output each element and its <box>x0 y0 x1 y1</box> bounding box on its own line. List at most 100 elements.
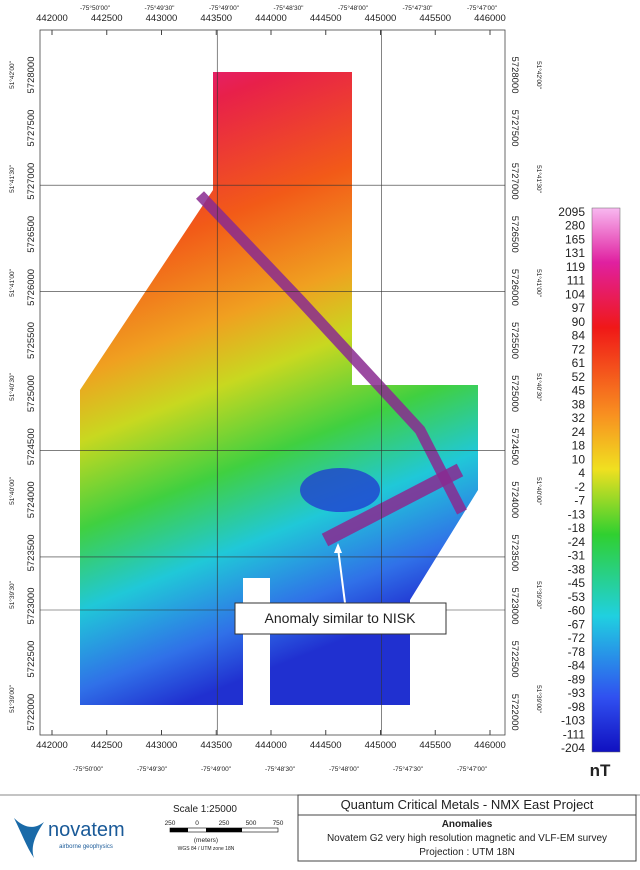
colorbar-label: 97 <box>572 301 586 315</box>
projection: Projection : UTM 18N <box>419 847 515 858</box>
northing-label: 5723500 <box>509 534 520 571</box>
northing-label: 5722500 <box>26 641 37 678</box>
longitude-label: -75°47'30" <box>393 765 424 773</box>
colorbar-unit: nT <box>590 761 611 780</box>
colorbar-label: -13 <box>568 507 586 521</box>
easting-label: 442500 <box>91 13 123 24</box>
easting-label: 444000 <box>255 740 287 751</box>
latitude-label: 51°41'00" <box>8 268 16 297</box>
scale-unit: (meters) <box>194 837 218 844</box>
northing-label: 5726000 <box>509 269 520 306</box>
colorbar-label: 84 <box>572 329 586 343</box>
logo-icon <box>14 818 44 858</box>
northing-label: 5727500 <box>509 110 520 147</box>
latitude-label: 51°41'30" <box>535 165 543 194</box>
longitude-label: -75°47'30" <box>402 4 433 12</box>
colorbar-label: -53 <box>568 590 586 604</box>
colorbar-label: -60 <box>568 604 586 618</box>
latitude-label: 51°39'30" <box>535 581 543 610</box>
colorbar-label: -38 <box>568 562 586 576</box>
latitude-label: 51°40'30" <box>535 373 543 402</box>
dyke <box>196 191 467 515</box>
easting-label: 442000 <box>36 740 68 751</box>
scale-tick: 250 <box>219 820 230 827</box>
longitude-label: -75°47'00" <box>457 765 488 773</box>
colorbar-label: 24 <box>572 425 586 439</box>
scale-tick: 0 <box>195 820 199 827</box>
longitude-label: -75°49'00" <box>201 765 232 773</box>
northing-label: 5723500 <box>26 534 37 571</box>
colorbar-label: -204 <box>561 741 585 755</box>
easting-label: 444500 <box>310 13 342 24</box>
easting-label: 445500 <box>419 13 451 24</box>
easting-label: 442500 <box>91 740 123 751</box>
colorbar-label: -103 <box>561 714 585 728</box>
easting-label: 445500 <box>419 740 451 751</box>
map-frame <box>39 29 506 736</box>
northing-label: 5724000 <box>509 481 520 518</box>
colorbar-label: 72 <box>572 342 586 356</box>
title: Quantum Critical Metals - NMX East Proje… <box>341 797 594 812</box>
northing-label: 5725500 <box>26 322 37 359</box>
colorbar-label: 52 <box>572 370 586 384</box>
colorbar-label: 2095 <box>558 205 585 219</box>
northing-label: 5725000 <box>26 375 37 412</box>
subtitle: Anomalies <box>442 819 493 830</box>
latitude-label: 51°39'30" <box>8 580 16 609</box>
colorbar-label: 104 <box>565 287 585 301</box>
easting-label: 444500 <box>310 740 342 751</box>
colorbar-label: 131 <box>565 246 585 260</box>
longitude-label: -75°49'00" <box>209 4 240 12</box>
colorbar <box>591 207 621 753</box>
colorbar-label: -93 <box>568 686 586 700</box>
easting-label: 442000 <box>36 13 68 24</box>
colorbar-label: 111 <box>567 274 586 288</box>
colorbar-label: -78 <box>568 645 586 659</box>
annotation-arrow <box>337 547 346 604</box>
northing-label: 5724500 <box>26 428 37 465</box>
easting-label: 444000 <box>255 13 287 24</box>
scale-seg <box>170 828 188 832</box>
northing-label: 5727000 <box>26 163 37 200</box>
colorbar-label: -89 <box>568 672 586 686</box>
colorbar-label: -98 <box>568 700 586 714</box>
scale-tick: 250 <box>165 820 176 827</box>
easting-label: 445000 <box>365 740 397 751</box>
northing-label: 5723000 <box>509 588 520 625</box>
easting-label: 446000 <box>474 13 506 24</box>
longitude-label: -75°50'00" <box>80 4 111 12</box>
colorbar-label: 32 <box>572 411 586 425</box>
low-zone <box>300 468 380 512</box>
annotation: Anomaly similar to NISK <box>265 610 417 626</box>
colorbar-label: -84 <box>568 659 586 673</box>
annotation-arrowhead <box>334 543 342 553</box>
longitude-label: -75°49'30" <box>144 4 175 12</box>
latitude-label: 51°39'00" <box>8 684 16 713</box>
easting-label: 443500 <box>200 740 232 751</box>
longitude-label: -75°49'30" <box>137 765 168 773</box>
northing-label: 5725000 <box>509 375 520 412</box>
northing-label: 5723000 <box>26 588 37 625</box>
easting-label: 443000 <box>146 740 178 751</box>
longitude-label: -75°48'00" <box>338 4 369 12</box>
northing-label: 5727500 <box>26 110 37 147</box>
colorbar-label: -18 <box>568 521 586 535</box>
anomaly-body <box>321 463 464 547</box>
colorbar-label: -72 <box>568 631 586 645</box>
longitude-label: -75°48'30" <box>265 765 296 773</box>
latitude-label: 51°41'30" <box>8 164 16 193</box>
colorbar-label: -31 <box>568 549 586 563</box>
latitude-label: 51°42'00" <box>535 61 543 90</box>
northing-label: 5722000 <box>509 694 520 731</box>
colorbar-label: -2 <box>574 480 585 494</box>
northing-label: 5728000 <box>509 57 520 94</box>
colorbar-label: 280 <box>565 219 585 233</box>
colorbar-label: 10 <box>572 452 586 466</box>
colorbar-label: 90 <box>572 315 586 329</box>
longitude-label: -75°48'30" <box>273 4 304 12</box>
survey-area <box>80 72 478 705</box>
colorbar-label: 18 <box>572 439 586 453</box>
latitude-label: 51°40'00" <box>8 476 16 505</box>
colorbar-label: 165 <box>565 232 585 246</box>
